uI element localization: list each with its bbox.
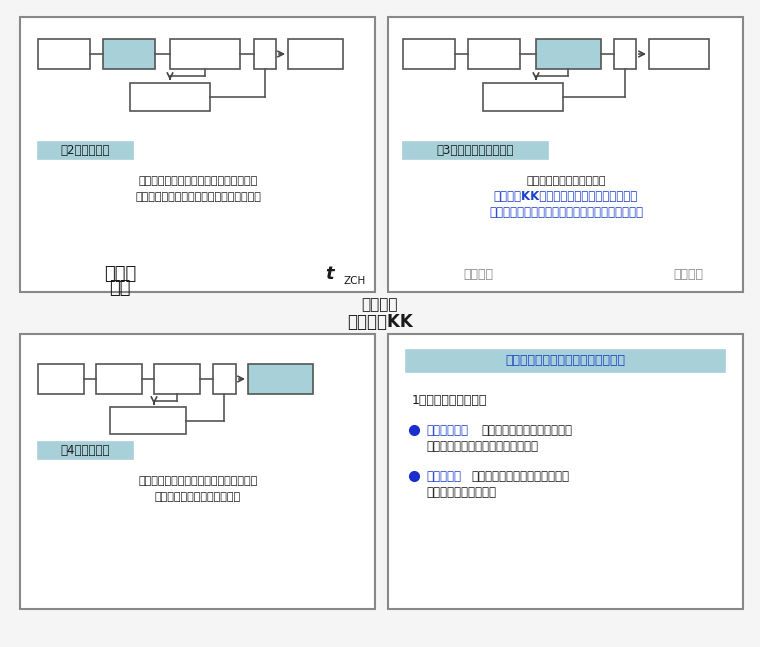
Text: （4）执行元件: （4）执行元件 xyxy=(60,444,109,457)
Text: 起动: 起动 xyxy=(109,279,131,297)
Text: 脉冲元件: 脉冲元件 xyxy=(463,267,493,281)
Bar xyxy=(38,364,84,394)
Bar xyxy=(213,364,236,394)
Bar xyxy=(20,17,375,292)
Text: （放电）: （放电） xyxy=(362,298,398,313)
Text: 启动合闸回路和信号回路，还可与保护配: 启动合闸回路和信号回路，还可与保护配 xyxy=(138,476,258,486)
Bar xyxy=(403,142,548,159)
Bar xyxy=(38,39,90,69)
Text: 两侧的断路器都跳闸后再进行重合。: 两侧的断路器都跳闸后再进行重合。 xyxy=(426,439,538,452)
Bar xyxy=(536,39,601,69)
Bar xyxy=(288,39,343,69)
Bar xyxy=(388,334,743,609)
Bar xyxy=(254,39,276,69)
Bar xyxy=(130,83,210,111)
Bar xyxy=(38,442,133,459)
Text: 线路两侧的重合闸必须保证在: 线路两侧的重合闸必须保证在 xyxy=(481,424,572,437)
Bar xyxy=(110,407,186,434)
Text: 执行元件: 执行元件 xyxy=(673,267,703,281)
Text: 二、双侧电源线路的三相一次重合闸: 二、双侧电源线路的三相一次重合闸 xyxy=(505,355,625,367)
Text: 保证故障点有足够的去游离时间和断路器: 保证故障点有足够的去游离时间和断路器 xyxy=(138,176,258,186)
Text: 重合闸时两侧电源是否同步以及: 重合闸时两侧电源是否同步以及 xyxy=(471,470,569,483)
Bar xyxy=(614,39,636,69)
Text: 时间的配合：: 时间的配合： xyxy=(426,424,468,437)
Bar xyxy=(154,364,200,394)
Text: 消弧室及传动机构准备好再次动作的时间。: 消弧室及传动机构准备好再次动作的时间。 xyxy=(135,192,261,202)
Text: （2）延时元件: （2）延时元件 xyxy=(60,144,109,157)
Text: 保证重合闸装置只重合一次: 保证重合闸装置只重合一次 xyxy=(526,176,606,186)
Bar xyxy=(649,39,709,69)
Bar xyxy=(38,142,133,159)
Text: 重合闸: 重合闸 xyxy=(104,265,136,283)
Bar xyxy=(388,17,743,292)
Text: 1、应考虑的两个问题: 1、应考虑的两个问题 xyxy=(412,393,487,406)
Text: 是为了防止手动跳闸和手动合闸时重合闸进行重合: 是为了防止手动跳闸和手动合闸时重合闸进行重合 xyxy=(489,206,643,219)
Bar xyxy=(103,39,155,69)
Text: 是否允许非同步合闸。: 是否允许非同步合闸。 xyxy=(426,485,496,498)
Text: 合，实现重合闸后加速保护。: 合，实现重合闸后加速保护。 xyxy=(155,492,241,502)
Bar xyxy=(96,364,142,394)
Bar xyxy=(20,334,375,609)
Bar xyxy=(170,39,240,69)
Bar xyxy=(403,39,455,69)
Text: ZCH: ZCH xyxy=(343,276,366,286)
Text: （3）一次合闸脉冲元件: （3）一次合闸脉冲元件 xyxy=(436,144,514,157)
Bar xyxy=(468,39,520,69)
Text: 控制开关KK: 控制开关KK xyxy=(347,313,413,331)
Text: 控制开关KK对一次合闸脉冲元件放电的作用: 控制开关KK对一次合闸脉冲元件放电的作用 xyxy=(494,190,638,204)
Bar xyxy=(483,83,563,111)
Text: t: t xyxy=(326,265,334,283)
Bar xyxy=(406,350,725,372)
Text: 同期问题：: 同期问题： xyxy=(426,470,461,483)
Bar xyxy=(248,364,313,394)
